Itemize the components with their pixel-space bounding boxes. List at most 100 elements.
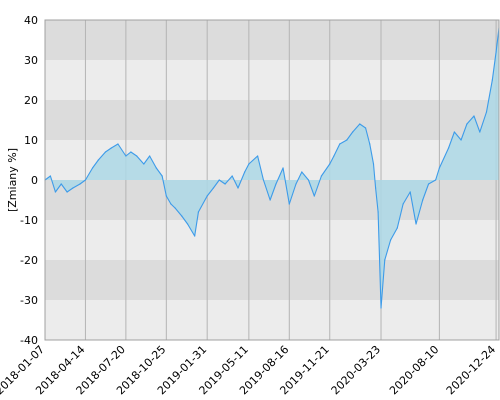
background-band bbox=[45, 260, 499, 300]
data-point bbox=[320, 175, 322, 177]
data-point bbox=[435, 179, 437, 181]
data-point bbox=[186, 223, 189, 225]
data-point bbox=[485, 111, 488, 113]
x-tick-label: 2020-12-24 bbox=[444, 343, 498, 397]
y-tick-label: -20 bbox=[20, 254, 38, 267]
data-point bbox=[438, 167, 440, 169]
y-tick-label: 30 bbox=[24, 54, 38, 67]
data-point bbox=[422, 199, 424, 201]
data-point bbox=[181, 215, 183, 217]
data-point bbox=[269, 199, 271, 201]
data-point bbox=[339, 143, 341, 145]
data-point bbox=[495, 51, 497, 53]
y-tick-labels: -40 -30 -20 -10 0 10 20 30 40 bbox=[20, 14, 38, 347]
data-point bbox=[130, 151, 132, 153]
data-point bbox=[170, 203, 172, 205]
background-band bbox=[45, 300, 499, 340]
data-point bbox=[307, 179, 310, 181]
data-point bbox=[143, 163, 145, 165]
y-tick-label: 10 bbox=[24, 134, 38, 147]
plot-frame bbox=[44, 19, 500, 341]
data-point bbox=[149, 155, 151, 157]
data-point bbox=[212, 187, 215, 189]
data-point bbox=[380, 307, 382, 309]
data-point bbox=[375, 187, 377, 189]
data-point bbox=[415, 223, 417, 225]
series-line bbox=[44, 27, 500, 309]
data-point bbox=[447, 147, 450, 149]
data-point bbox=[84, 179, 87, 181]
plot-border bbox=[44, 19, 500, 341]
data-point bbox=[54, 191, 57, 193]
data-point bbox=[155, 167, 157, 169]
data-point bbox=[466, 123, 468, 125]
data-point bbox=[390, 239, 392, 241]
data-point bbox=[377, 211, 379, 213]
background-band bbox=[45, 60, 499, 100]
y-tick-label: -40 bbox=[20, 334, 38, 347]
data-point bbox=[384, 259, 386, 261]
x-tick-labels: 2018-01-072018-04-142018-07-202018-10-25… bbox=[0, 343, 498, 397]
data-point bbox=[194, 235, 196, 237]
data-point bbox=[427, 183, 430, 185]
data-point bbox=[295, 183, 297, 185]
data-point bbox=[97, 159, 99, 161]
background-band bbox=[45, 100, 499, 140]
data-point bbox=[473, 115, 475, 117]
area-layer bbox=[44, 27, 500, 309]
data-point bbox=[409, 191, 411, 193]
data-point bbox=[262, 179, 265, 181]
x-tick-label: 2020-03-23 bbox=[329, 343, 383, 397]
data-point bbox=[346, 139, 348, 141]
data-point bbox=[91, 167, 94, 169]
data-point bbox=[206, 195, 208, 197]
data-point bbox=[359, 123, 361, 125]
data-point bbox=[110, 147, 112, 149]
y-tick-label: 0 bbox=[31, 174, 38, 187]
data-point bbox=[197, 211, 200, 213]
data-point bbox=[288, 203, 290, 205]
data-point bbox=[161, 175, 163, 177]
data-point bbox=[174, 207, 176, 209]
y-tick-label: 40 bbox=[24, 14, 38, 27]
y-tick-label: -30 bbox=[20, 294, 38, 307]
y-tick-label: 20 bbox=[24, 94, 38, 107]
data-point bbox=[491, 79, 493, 81]
data-point bbox=[66, 191, 68, 193]
data-point bbox=[125, 155, 127, 157]
data-point bbox=[460, 139, 462, 141]
y-tick-label: -10 bbox=[20, 214, 38, 227]
data-point bbox=[60, 183, 62, 185]
data-point bbox=[165, 195, 167, 197]
data-point bbox=[402, 203, 404, 205]
data-point bbox=[72, 187, 74, 189]
data-point bbox=[136, 155, 138, 157]
data-point bbox=[313, 195, 315, 197]
data-point bbox=[352, 131, 354, 133]
data-point bbox=[117, 143, 119, 145]
data-point bbox=[224, 183, 226, 185]
series-area bbox=[45, 28, 499, 308]
data-point bbox=[329, 163, 331, 165]
data-point bbox=[49, 175, 52, 177]
data-point bbox=[479, 131, 481, 133]
data-point bbox=[79, 183, 81, 185]
data-point bbox=[218, 179, 220, 181]
data-point bbox=[364, 127, 367, 129]
x-tick-label: 2020-08-10 bbox=[387, 343, 441, 397]
y-axis-title: [Zmiany %] bbox=[6, 148, 19, 212]
data-point bbox=[333, 155, 335, 157]
data-point bbox=[275, 183, 277, 185]
data-point bbox=[369, 143, 371, 145]
data-point bbox=[453, 131, 455, 133]
data-point bbox=[301, 171, 303, 173]
data-point bbox=[257, 155, 259, 157]
data-point bbox=[244, 171, 246, 173]
background-band bbox=[45, 20, 499, 60]
data-point bbox=[248, 163, 250, 165]
data-point bbox=[372, 163, 375, 165]
data-point bbox=[231, 175, 233, 177]
data-point bbox=[104, 151, 107, 153]
